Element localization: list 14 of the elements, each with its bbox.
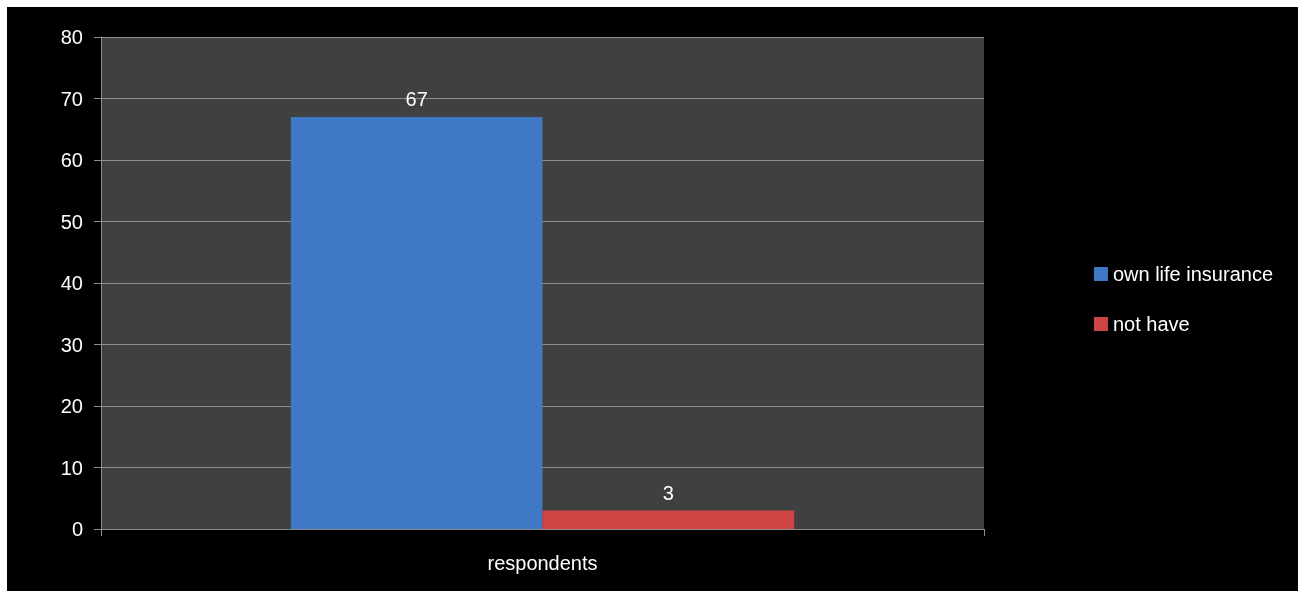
y-tick-label: 20 xyxy=(60,395,83,417)
y-tick-label: 80 xyxy=(60,26,83,48)
data-label: 67 xyxy=(405,87,428,110)
legend-label: not have xyxy=(1112,313,1190,335)
legend-label: own life insurance xyxy=(1112,263,1274,285)
y-tick-label: 0 xyxy=(71,518,83,540)
y-tick-label: 30 xyxy=(60,333,83,356)
y-tick-label: 60 xyxy=(60,149,83,171)
x-tick-label: respondents xyxy=(487,552,598,574)
y-tick-label: 50 xyxy=(60,210,83,233)
y-tick-label: 40 xyxy=(60,272,83,294)
data-label: 3 xyxy=(662,481,674,504)
y-tick-label: 10 xyxy=(60,456,83,479)
y-tick-label: 70 xyxy=(60,87,83,110)
